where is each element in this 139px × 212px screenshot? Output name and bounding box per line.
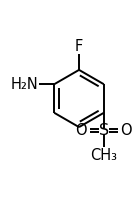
Text: CH₃: CH₃ — [90, 148, 117, 163]
Text: F: F — [75, 39, 83, 54]
Text: O: O — [121, 123, 132, 138]
Text: S: S — [99, 123, 109, 138]
Text: H₂N: H₂N — [10, 77, 38, 92]
Text: O: O — [75, 123, 87, 138]
